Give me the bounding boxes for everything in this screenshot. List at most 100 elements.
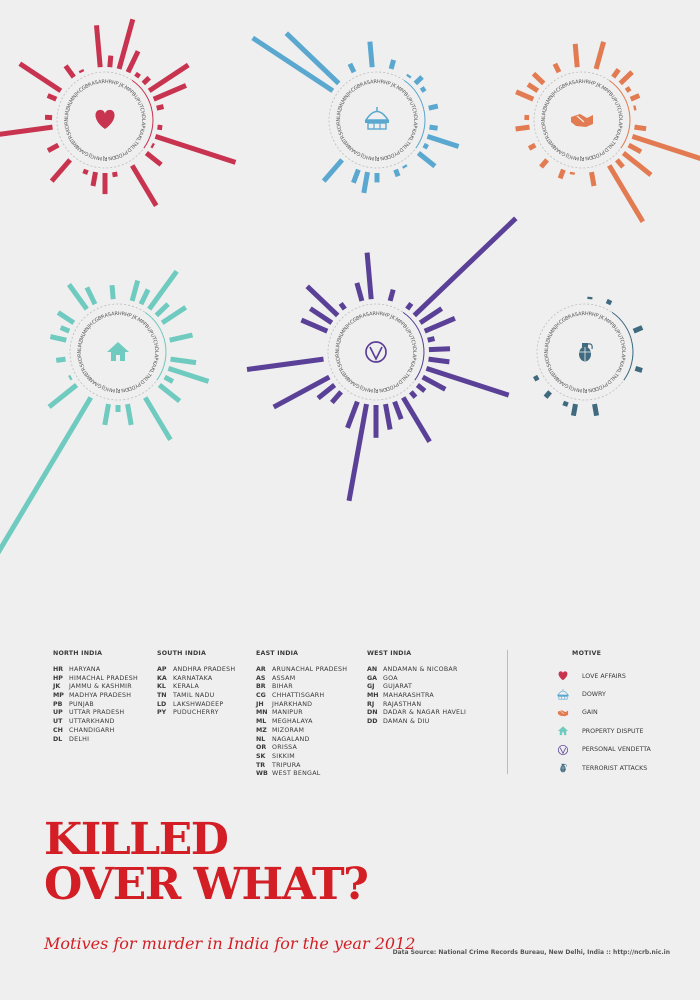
state-label: KA <box>614 128 622 137</box>
state-label: JH <box>73 90 82 99</box>
state-name: UTTAR PRADESH <box>69 709 125 717</box>
state-label: MH <box>365 154 374 161</box>
state-label: AN <box>346 376 356 385</box>
state-label: MP <box>395 85 404 94</box>
state-label: DL <box>617 115 623 122</box>
bar <box>531 71 546 86</box>
state-abbr: DD <box>367 718 378 726</box>
bar <box>272 374 331 410</box>
state-label: HR <box>377 79 385 86</box>
state-label: RJ <box>374 387 379 393</box>
state-name: ARUNACHAL PRADESH <box>272 666 348 673</box>
legend-west: WEST INDIA AN ANDAMAN & NICOBAR GA GOA GJ GUJ… <box>367 650 466 727</box>
bar <box>364 252 374 300</box>
state-label: AS <box>91 80 99 88</box>
state-label: DN <box>584 154 593 161</box>
state-label: PB <box>128 89 137 98</box>
bar <box>143 396 173 441</box>
state-abbr: MN <box>256 709 268 717</box>
state-label: KL <box>405 366 413 374</box>
bar <box>78 69 85 74</box>
state-label: MP <box>123 85 132 94</box>
state-label: OR <box>541 121 548 130</box>
bar <box>421 374 447 392</box>
state-label: WB <box>547 138 557 149</box>
state-label: DL <box>411 347 417 354</box>
legend-state-row: DN DADAR & NAGAR HAVELI <box>367 709 466 718</box>
state-label: WB <box>550 370 560 381</box>
bar <box>125 403 134 426</box>
bar <box>102 403 111 426</box>
state-label: ML <box>543 100 551 109</box>
state-label: MH <box>106 386 115 393</box>
state-label: HR <box>582 79 590 86</box>
bar <box>428 346 451 353</box>
state-abbr: LD <box>157 700 167 708</box>
state-label: KL <box>134 134 142 142</box>
state-label: JH <box>345 90 354 99</box>
legend-state-row: MH MAHARASHTRA <box>367 692 466 701</box>
vendetta-icon <box>365 341 387 363</box>
state-label: UT <box>408 101 417 110</box>
state-label: OR <box>77 353 84 362</box>
bar <box>141 75 151 86</box>
state-name: DELHI <box>69 735 90 743</box>
state-label: TN <box>402 138 412 148</box>
bar <box>383 403 393 430</box>
state-abbr: MZ <box>256 726 267 734</box>
motive-legend-row: GAIN <box>556 704 651 722</box>
motive-label: DOWRY <box>582 691 606 699</box>
accent-arc <box>402 311 425 381</box>
state-label: TN <box>130 138 140 148</box>
bar <box>618 70 634 86</box>
state-label: BR <box>561 81 570 90</box>
bar <box>422 142 429 150</box>
radial-chart: HRHPJKMPPBUPUTCHDLAPKAKLTNLDPYDDDNRJMHGJ… <box>246 216 518 502</box>
state-label: GA <box>351 380 361 389</box>
bar <box>49 334 67 343</box>
bar <box>284 31 341 86</box>
state-label: GJ <box>360 152 367 160</box>
state-label: MP <box>136 317 145 326</box>
bar <box>49 158 72 183</box>
legend-state-row: PY PUDUCHERRY <box>157 709 235 718</box>
state-label: MH <box>364 386 373 393</box>
state-label: GA <box>80 148 90 157</box>
accent-arc <box>144 311 167 381</box>
state-name: RAJASTHAN <box>383 700 422 708</box>
state-label: MN <box>340 326 350 336</box>
state-name: ORISSA <box>272 744 298 752</box>
bar <box>59 325 71 334</box>
motive-legend-row: PROPERTY DISPUTE <box>556 722 651 740</box>
legend-state-row: CG CHHATTISGARH <box>256 692 347 701</box>
state-name: MADHYA PRADESH <box>69 692 132 700</box>
bar <box>150 142 155 149</box>
bar <box>305 284 340 318</box>
state-label: MZ <box>541 107 549 116</box>
bar <box>321 158 344 183</box>
state-label: HR <box>376 311 384 318</box>
bar <box>129 279 141 302</box>
state-label: KA <box>409 128 417 137</box>
legend-heading: WEST INDIA <box>367 650 412 657</box>
state-label: BR <box>84 81 93 90</box>
bar <box>572 43 580 68</box>
bar <box>112 171 118 178</box>
state-label: MH <box>93 154 102 161</box>
legend-north: NORTH INDIA HR HARYANA HP HIMACHAL PRADESH J… <box>53 650 138 744</box>
state-label: MZ <box>336 107 344 116</box>
motive-heading: MOTIVE <box>572 650 602 657</box>
house-icon <box>107 342 129 361</box>
state-name: MANIPUR <box>272 709 303 717</box>
state-label: MZ <box>544 339 552 348</box>
bar <box>557 168 566 180</box>
bar <box>154 134 237 165</box>
state-label: AN <box>555 376 565 385</box>
state-label: CH <box>409 339 417 348</box>
state-label: KA <box>408 360 416 369</box>
state-label: DD <box>594 383 603 391</box>
state-label: UP <box>612 327 621 336</box>
bar <box>631 134 700 161</box>
bar <box>562 400 569 407</box>
bar <box>515 124 530 132</box>
